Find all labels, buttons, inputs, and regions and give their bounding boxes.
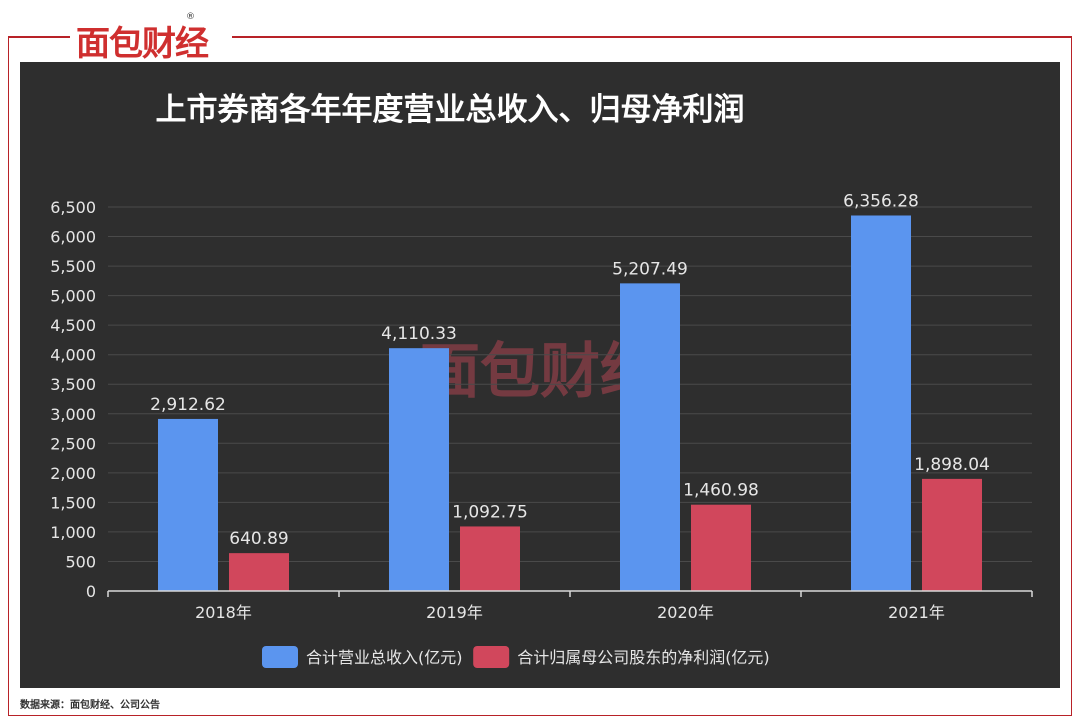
revenue-bar (620, 283, 680, 591)
net-profit-bar (691, 504, 751, 591)
data-label: 5,207.49 (612, 259, 688, 279)
y-tick-label: 1,000 (50, 523, 96, 542)
x-tick-label: 2021年 (888, 603, 945, 622)
y-tick-label: 5,500 (50, 257, 96, 276)
y-tick-label: 3,500 (50, 375, 96, 394)
legend-label: 合计营业总收入(亿元) (306, 648, 463, 667)
y-tick-label: 4,500 (50, 316, 96, 335)
legend-swatch-revenue (262, 646, 298, 668)
y-tick-label: 2,500 (50, 434, 96, 453)
x-tick-label: 2020年 (657, 603, 714, 622)
x-tick-label: 2018年 (195, 603, 252, 622)
frame-top-left-line (8, 36, 70, 38)
y-tick-label: 6,500 (50, 198, 96, 217)
data-label: 1,460.98 (683, 481, 759, 501)
revenue-bar (158, 418, 218, 591)
y-tick-label: 4,000 (50, 346, 96, 365)
y-tick-label: 500 (65, 552, 96, 571)
registered-mark: ® (186, 12, 195, 22)
logo-text: 面包财经 (76, 24, 209, 64)
x-tick-label: 2019年 (426, 603, 483, 622)
legend-label: 合计归属母公司股东的净利润(亿元) (517, 648, 770, 667)
net-profit-bar (922, 478, 982, 591)
net-profit-bar (460, 526, 520, 591)
chart-panel: 上市券商各年年度营业总收入、归母净利润 面包财经 0 500 1,000 1,500 2… (20, 62, 1060, 688)
data-label: 4,110.33 (381, 324, 457, 344)
y-tick-label: 1,500 (50, 493, 96, 512)
y-tick-label: 3,000 (50, 405, 96, 424)
outer-frame (8, 36, 1072, 716)
data-label: 1,092.75 (452, 502, 528, 522)
chart-title: 上市券商各年年度营业总收入、归母净利润 (156, 92, 745, 128)
brand-logo: 面包财经 ® (70, 12, 230, 64)
y-tick-label: 5,000 (50, 287, 96, 306)
frame-top-right-line (232, 36, 1072, 38)
y-tick-label: 6,000 (50, 228, 96, 247)
net-profit-bar (229, 553, 289, 591)
bar-chart: 上市券商各年年度营业总收入、归母净利润 面包财经 05001,0001,5002… (50, 92, 1033, 668)
data-label: 1,898.04 (914, 455, 990, 475)
data-label: 6,356.28 (843, 191, 919, 211)
y-tick-label: 2,000 (50, 464, 96, 483)
data-label: 2,912.62 (150, 395, 226, 415)
data-source-note: 数据来源：面包财经、公司公告 (20, 700, 160, 711)
data-label: 640.89 (229, 529, 288, 549)
y-tick-label: 0 (86, 582, 96, 601)
legend-swatch-net-profit (473, 646, 510, 668)
revenue-bar (389, 348, 449, 591)
revenue-bar (851, 215, 911, 591)
